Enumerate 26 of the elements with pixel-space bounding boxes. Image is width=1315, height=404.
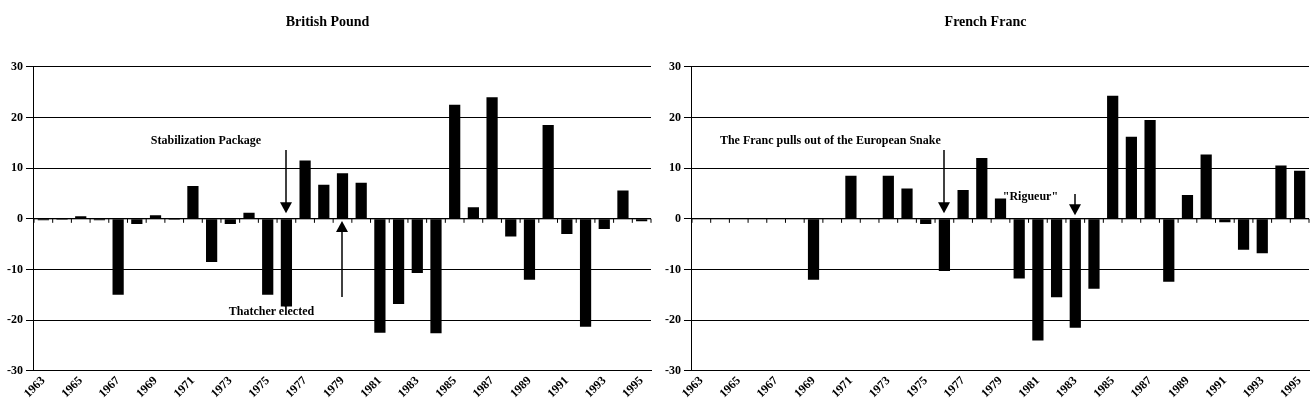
y-tick-label: 20 [669,109,681,124]
y-tick-label: -20 [665,312,681,327]
chart-title: British Pound [285,14,370,30]
x-tick-label: 1981 [1015,373,1043,401]
x-tick-label: 1991 [1202,373,1230,401]
x-tick-label: 1991 [544,373,572,401]
annotation: Stabilization Package [150,132,262,148]
y-tick-label: 20 [11,109,23,124]
chart-title: French Franc [944,14,1027,30]
y-tick-label: 10 [669,160,681,175]
x-tick-label: 1971 [170,373,198,401]
y-tick-label: 0 [17,210,23,225]
y-tick-label: -30 [665,362,681,377]
annotation: "Rigueur" [1002,188,1059,204]
y-tick-label: -10 [7,261,23,276]
y-tick-label: -10 [665,261,681,276]
y-tick-label: -30 [7,362,23,377]
annotation: Thatcher elected [228,303,315,319]
x-tick-label: 1971 [828,373,856,401]
y-tick-label: 30 [11,58,23,73]
y-tick-label: 10 [11,160,23,175]
y-tick-label: 0 [675,210,681,225]
x-tick-label: 1981 [357,373,385,401]
y-tick-label: -20 [7,312,23,327]
y-tick-label: 30 [669,58,681,73]
annotation: The Franc pulls out of the European Snake [719,132,941,148]
